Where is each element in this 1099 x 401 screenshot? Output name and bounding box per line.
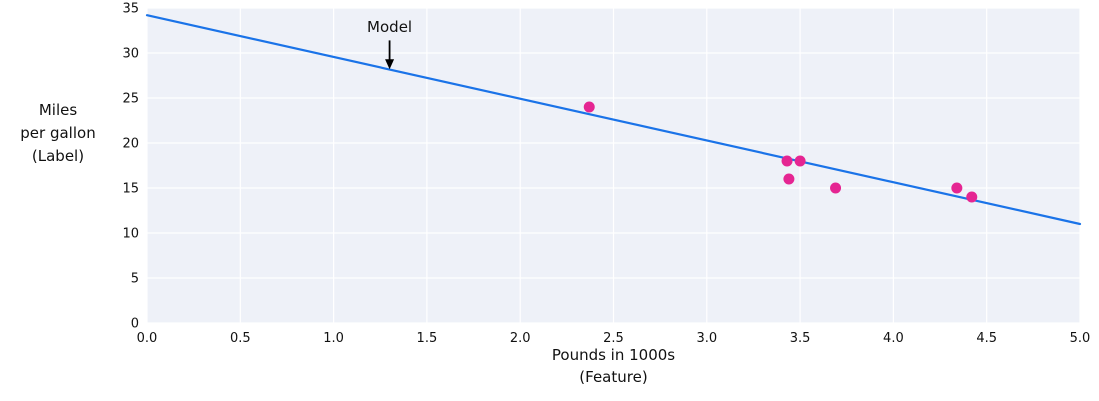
- model-line: [145, 14, 1082, 226]
- x-tick-label: 2.0: [510, 331, 531, 346]
- data-point: [830, 182, 842, 194]
- x-tick-label: 3.0: [696, 331, 717, 346]
- y-tick-label: 5: [131, 272, 139, 287]
- data-point: [781, 155, 793, 167]
- data-point: [583, 101, 595, 113]
- data-point: [783, 173, 795, 185]
- x-tick-label: 1.5: [417, 331, 438, 346]
- x-tick-label: 3.5: [790, 331, 811, 346]
- data-point: [951, 182, 963, 194]
- x-tick-label: 0.5: [230, 331, 251, 346]
- y-tick-label: 10: [122, 227, 139, 242]
- x-tick-label: 4.0: [883, 331, 904, 346]
- annotation-arrow-head: [385, 59, 395, 70]
- x-axis-label: Pounds in 1000s (Feature): [551, 346, 676, 386]
- data-point: [794, 155, 806, 167]
- x-tick-label: 2.5: [603, 331, 624, 346]
- y-tick-label: 15: [122, 182, 139, 197]
- y-tick-label: 35: [122, 2, 139, 17]
- x-tick-label: 4.5: [976, 331, 997, 346]
- x-tick-label: 5.0: [1070, 331, 1091, 346]
- annotation-label: Model: [367, 18, 412, 36]
- y-axis-label: Miles per gallon (Label): [20, 101, 96, 165]
- y-tick-label: 0: [131, 317, 139, 332]
- x-tick-label: 1.0: [323, 331, 344, 346]
- data-point: [966, 191, 978, 203]
- y-tick-label: 20: [122, 137, 139, 152]
- y-tick-label: 25: [122, 92, 139, 107]
- x-tick-label: 0.0: [137, 331, 158, 346]
- y-tick-label: 30: [122, 47, 139, 62]
